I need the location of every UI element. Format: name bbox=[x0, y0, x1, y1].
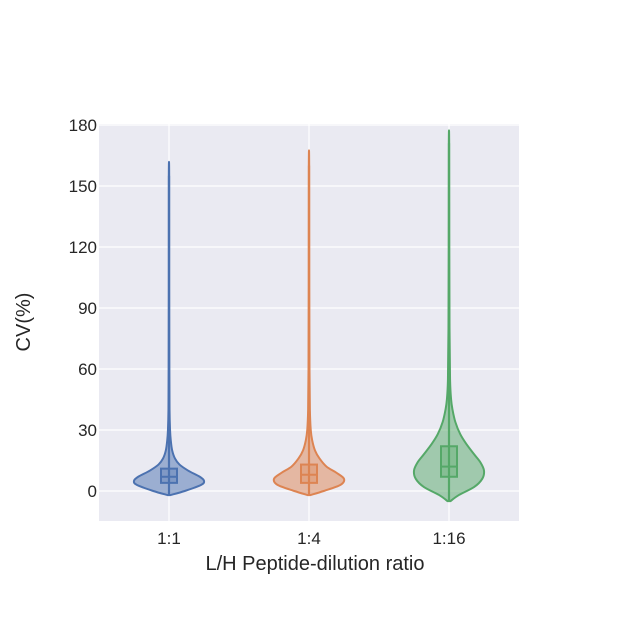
violin-1-16 bbox=[412, 129, 486, 503]
y-tick-labels: 0 30 60 90 120 150 180 bbox=[69, 116, 97, 501]
x-axis-label: L/H Peptide-dilution ratio bbox=[205, 553, 424, 575]
violin-1-1 bbox=[132, 160, 206, 497]
violins bbox=[132, 129, 486, 503]
violin-box bbox=[440, 445, 458, 478]
violin-1-4 bbox=[272, 149, 346, 497]
y-tick-label: 180 bbox=[69, 116, 97, 135]
y-axis-label: CV(%) bbox=[13, 293, 35, 352]
y-tick-label: 30 bbox=[78, 421, 97, 440]
violin-box bbox=[300, 463, 318, 484]
x-tick-label: 1:4 bbox=[297, 529, 321, 548]
y-tick-label: 0 bbox=[88, 482, 97, 501]
y-tick-label: 150 bbox=[69, 177, 97, 196]
violin-box bbox=[160, 467, 178, 484]
y-tick-label: 120 bbox=[69, 238, 97, 257]
x-tick-label: 1:16 bbox=[432, 529, 465, 548]
y-tick-label: 60 bbox=[78, 360, 97, 379]
x-tick-label: 1:1 bbox=[157, 529, 181, 548]
y-tick-label: 90 bbox=[78, 299, 97, 318]
x-tick-labels: 1:1 1:4 1:16 bbox=[157, 529, 465, 548]
